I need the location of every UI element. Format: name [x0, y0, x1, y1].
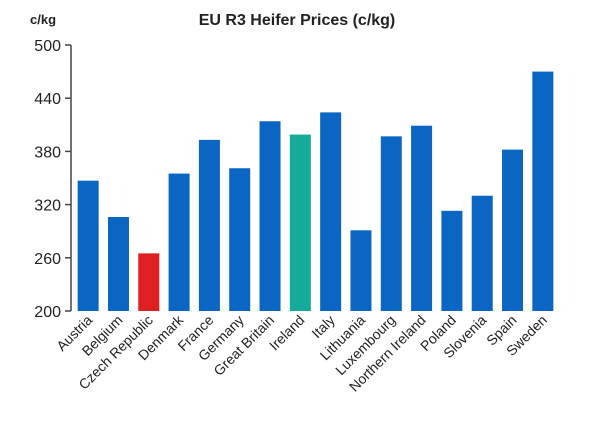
y-tick-label: 500: [34, 38, 61, 55]
y-axis-unit-label: c/kg: [30, 12, 56, 27]
bar-poland: [441, 210, 463, 311]
bar-italy: [320, 112, 342, 312]
bar-lithuania: [350, 230, 372, 311]
bar-germany: [229, 168, 251, 311]
y-tick-label: 380: [34, 144, 61, 161]
y-axis-ticks: 200 260 320 380 440 500: [34, 38, 71, 321]
bar-belgium: [107, 217, 129, 311]
y-tick-label: 320: [34, 198, 61, 215]
x-category-label: Ireland: [266, 312, 308, 354]
bars: [77, 71, 554, 312]
chart-title: EU R3 Heifer Prices (c/kg): [199, 12, 396, 29]
bar-france: [198, 139, 220, 311]
bar-ireland: [289, 134, 311, 311]
bar-slovenia: [471, 195, 493, 311]
y-tick-label: 260: [34, 251, 61, 268]
bar-spain: [502, 149, 524, 311]
bar-great-britain: [259, 121, 281, 312]
bar-austria: [77, 180, 99, 311]
bar-czech-republic: [138, 253, 160, 311]
bar-luxembourg: [380, 136, 402, 311]
y-tick-label: 200: [34, 304, 61, 321]
bar-denmark: [168, 173, 190, 311]
bar-northern-ireland: [411, 125, 433, 311]
y-tick-label: 440: [34, 91, 61, 108]
bar-sweden: [532, 71, 554, 311]
